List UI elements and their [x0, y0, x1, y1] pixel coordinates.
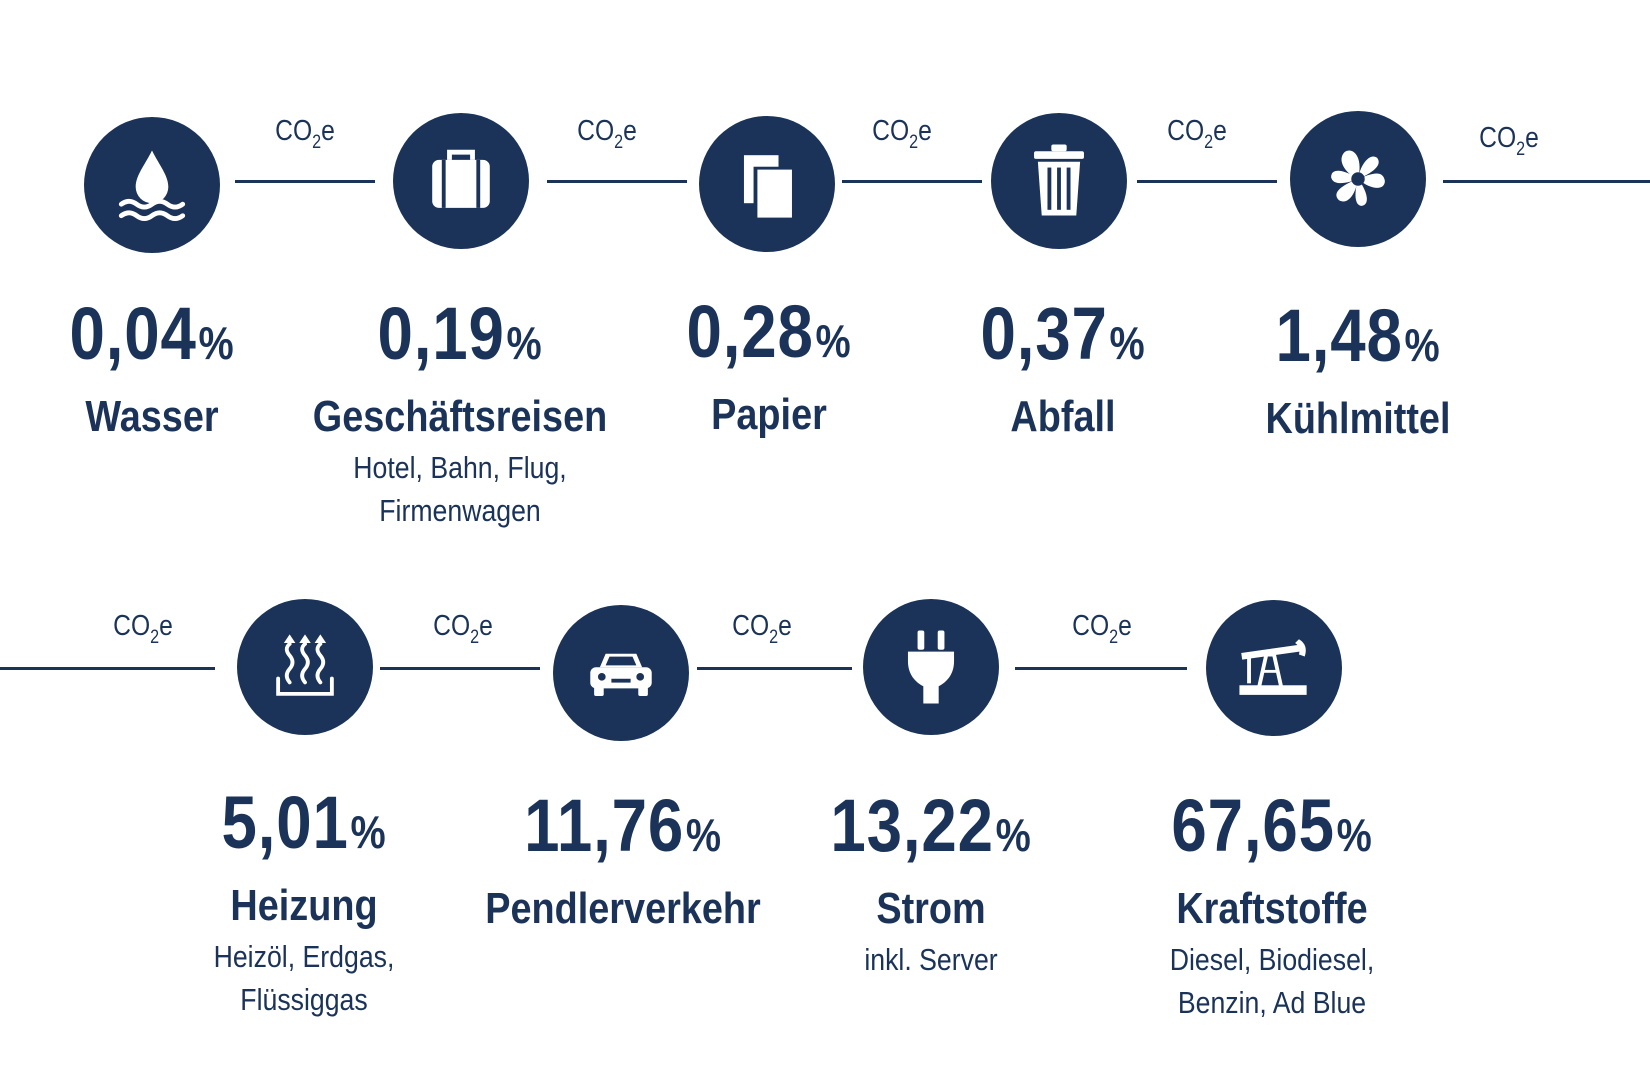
heating-icon: [237, 599, 373, 735]
connector-line: [0, 667, 215, 670]
fan-icon: [1290, 111, 1426, 247]
co2e-label: CO2e: [577, 115, 637, 153]
co2e-label: CO2e: [433, 610, 493, 648]
percentage-value: 11,76%: [524, 784, 722, 867]
percentage-value: 1,48%: [1275, 294, 1441, 377]
category-kuehlmittel: 1,48% Kühlmittel: [1168, 297, 1548, 444]
connector-line: [1137, 180, 1277, 183]
connector-line: [842, 180, 982, 183]
category-pendlerverkehr: 11,76% Pendlerverkehr: [433, 787, 813, 934]
category-heizung: 5,01% Heizung Heizöl, Erdgas, Flüssiggas: [114, 784, 494, 1021]
percentage-value: 0,28%: [686, 290, 852, 373]
trash-icon: [991, 113, 1127, 249]
category-name: Geschäftsreisen: [312, 392, 608, 441]
category-abfall: 0,37% Abfall: [873, 295, 1253, 442]
category-detail: Flüssiggas: [240, 982, 368, 1017]
water-drop-icon: [84, 117, 220, 253]
co2e-label: CO2e: [1072, 610, 1132, 648]
oil-pump-icon: [1206, 600, 1342, 736]
category-detail: Hotel, Bahn, Flug,: [353, 450, 567, 485]
connector-line: [1015, 667, 1187, 670]
percentage-value: 67,65%: [1171, 784, 1373, 867]
co2e-label: CO2e: [1479, 122, 1539, 160]
percentage-value: 13,22%: [830, 784, 1032, 867]
category-name: Heizung: [230, 881, 378, 930]
category-kraftstoffe: 67,65% Kraftstoffe Diesel, Biodiesel, Be…: [1082, 787, 1462, 1024]
category-detail: Heizöl, Erdgas,: [213, 939, 395, 974]
category-name: Kraftstoffe: [1176, 884, 1368, 933]
category-detail: inkl. Server: [864, 942, 998, 977]
co2e-label: CO2e: [275, 115, 335, 153]
co2e-label: CO2e: [113, 610, 173, 648]
connector-line: [380, 667, 540, 670]
connector-line: [235, 180, 375, 183]
percentage-value: 5,01%: [221, 781, 387, 864]
suitcase-icon: [393, 113, 529, 249]
co2e-label: CO2e: [732, 610, 792, 648]
car-icon: [553, 605, 689, 741]
category-detail: Benzin, Ad Blue: [1177, 985, 1367, 1020]
category-name: Strom: [876, 884, 986, 933]
connector-line: [697, 667, 852, 670]
category-wasser: 0,04% Wasser: [0, 295, 342, 442]
category-detail: Diesel, Biodiesel,: [1169, 942, 1375, 977]
co2e-label: CO2e: [1167, 115, 1227, 153]
category-name: Wasser: [85, 392, 219, 441]
category-name: Kühlmittel: [1265, 394, 1451, 443]
category-geschaeftsreisen: 0,19% Geschäftsreisen Hotel, Bahn, Flug,…: [270, 295, 650, 532]
category-strom: 13,22% Strom inkl. Server: [741, 787, 1121, 981]
category-name: Pendlerverkehr: [485, 884, 761, 933]
category-name: Papier: [711, 390, 827, 439]
connector-line: [1443, 180, 1650, 183]
category-detail: Firmenwagen: [379, 493, 541, 528]
category-name: Abfall: [1010, 392, 1116, 441]
plug-icon: [863, 599, 999, 735]
paper-icon: [699, 116, 835, 252]
percentage-value: 0,19%: [377, 292, 543, 375]
connector-line: [547, 180, 687, 183]
percentage-value: 0,04%: [69, 292, 235, 375]
category-papier: 0,28% Papier: [579, 293, 959, 440]
co2e-label: CO2e: [872, 115, 932, 153]
percentage-value: 0,37%: [980, 292, 1146, 375]
